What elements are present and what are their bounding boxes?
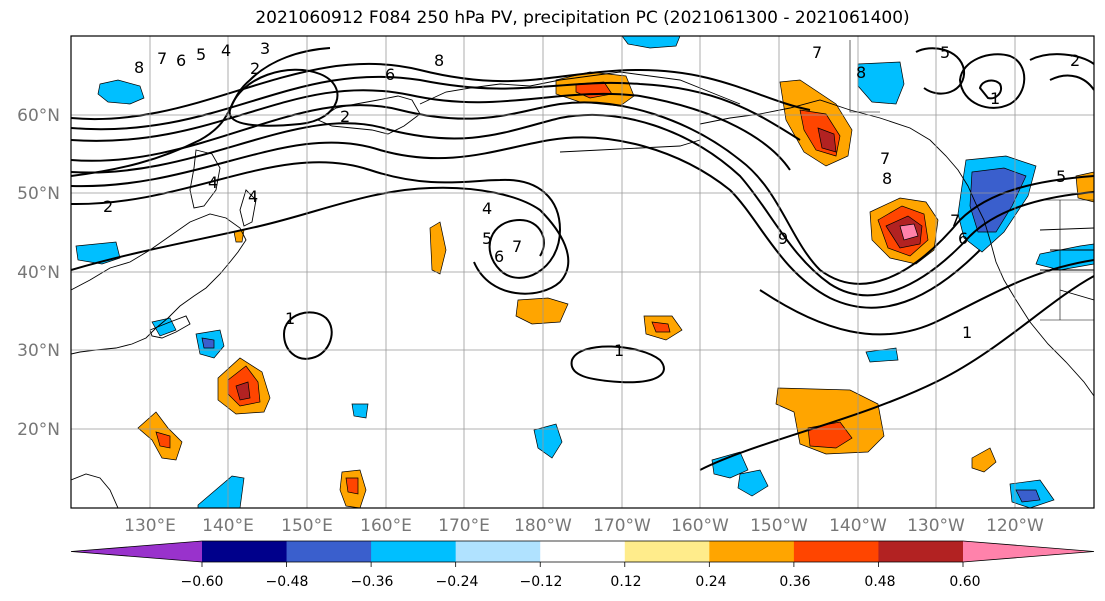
state-borders [849,40,1094,321]
lon-label: 170°W [593,516,651,536]
lon-label: 150°E [281,516,333,536]
lon-label: 170°E [438,516,490,536]
contour-label: 8 [856,63,866,82]
contour-label: 6 [958,229,968,248]
colorbar-tick-label: 0.24 [695,574,726,590]
colorbar-cell [371,541,457,562]
colorbar-cell [709,541,795,562]
latitude-labels: 60°N 50°N 40°N 30°N 20°N [17,106,60,440]
lon-label: 150°W [750,516,808,536]
contour-label: 7 [512,237,522,256]
colorbar-tick-label: −0.24 [436,574,479,590]
colorbar-cells [70,540,1095,563]
contour-label: 1 [990,89,1000,108]
contour-labels: 8 7 6 5 4 3 2 2 4 4 2 1 6 8 4 5 6 7 1 7 … [103,39,1080,360]
colorbar-tick-label: −0.36 [351,574,394,590]
lat-label: 50°N [17,184,60,204]
lat-label: 30°N [17,341,60,361]
colorbar-cell [455,541,541,562]
colorbar-extend-min [71,541,202,562]
map-title: 2021060912 F084 250 hPa PV, precipitatio… [255,8,910,28]
contour-label: 5 [1056,167,1066,186]
lat-label: 40°N [17,263,60,283]
contour-label: 7 [812,43,822,62]
contour-label: 7 [157,49,167,68]
contour-label: 2 [1070,51,1080,70]
contour-label: 6 [494,247,504,266]
lon-label: 130°W [907,516,965,536]
lon-label: 160°E [360,516,412,536]
colorbar-tick-label: 0.36 [779,574,810,590]
colorbar-extend-max [963,541,1094,562]
colorbar-cell [286,541,372,562]
contour-label: 1 [285,309,295,328]
colorbar-ticks [201,562,964,567]
lon-label: 140°E [202,516,254,536]
contour-label: 8 [434,51,444,70]
contour-label: 8 [134,58,144,77]
contour-label: 9 [778,229,788,248]
lat-label: 20°N [17,420,60,440]
contour-label: 4 [208,173,218,192]
contour-label: 5 [482,229,492,248]
colorbar-tick-labels: −0.60 −0.48 −0.36 −0.24 −0.12 0.12 0.24 … [181,574,981,590]
contour-label: 2 [103,197,113,216]
contour-label: 1 [614,341,624,360]
map-frame [70,35,1095,509]
coastlines [71,71,1094,508]
lon-label: 120°W [986,516,1044,536]
colorbar-tick-label: −0.48 [266,574,309,590]
contour-label: 1 [962,323,972,342]
colorbar-tick-label: 0.12 [610,574,641,590]
colorbar-cell [540,541,626,562]
colorbar-cell [878,541,964,562]
contour-label: 7 [950,211,960,230]
pv-contours [71,47,1094,471]
contour-label: 2 [340,107,350,126]
colorbar-cell [202,541,288,562]
lon-label: 140°W [829,516,887,536]
contour-label: 3 [260,39,270,58]
lon-label: 160°W [671,516,729,536]
colorbar-tick-label: 0.48 [864,574,895,590]
contour-label: 4 [248,187,258,206]
colorbar-cell [793,541,879,562]
contour-label: 6 [385,65,395,84]
contour-label: 6 [176,51,186,70]
colorbar: −0.60 −0.48 −0.36 −0.24 −0.12 0.12 0.24 … [70,540,1095,590]
contour-label: 5 [940,43,950,62]
contour-label: 2 [250,59,260,78]
contour-label: 5 [196,45,206,64]
contour-label: 7 [880,149,890,168]
contour-label: 4 [221,41,231,60]
colorbar-cell [624,541,710,562]
colorbar-tick-label: 0.60 [949,574,980,590]
lat-label: 60°N [17,106,60,126]
colorbar-tick-label: −0.60 [181,574,224,590]
lon-label: 180°W [514,516,572,536]
lon-label: 130°E [124,516,176,536]
contour-label: 8 [882,169,892,188]
contour-label: 4 [482,199,492,218]
colorbar-tick-label: −0.12 [520,574,563,590]
longitude-labels: 130°E 140°E 150°E 160°E 170°E 180°W 170°… [124,516,1044,536]
gridlines [71,36,1094,508]
